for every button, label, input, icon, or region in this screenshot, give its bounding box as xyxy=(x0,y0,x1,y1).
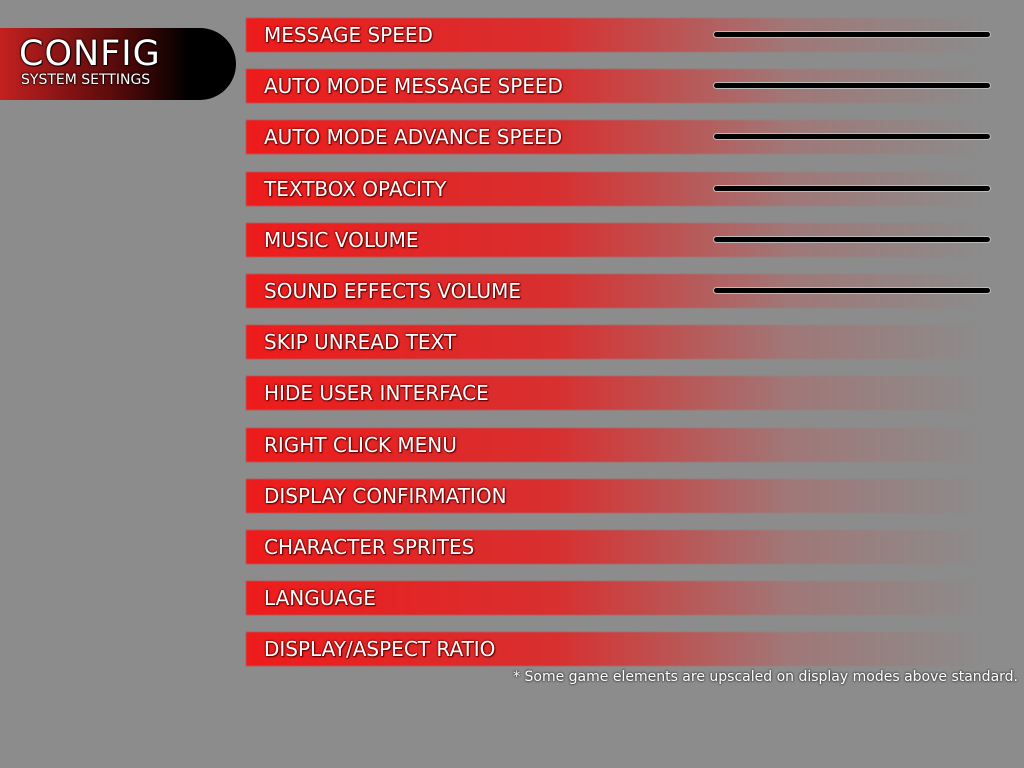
setting-label: CHARACTER SPRITES xyxy=(264,535,475,559)
setting-slider[interactable] xyxy=(713,184,991,192)
page-title: CONFIG xyxy=(19,34,161,74)
setting-row-display-aspect-ratio[interactable] xyxy=(246,632,1024,667)
setting-label: MUSIC VOLUME xyxy=(264,227,419,252)
page-subtitle: SYSTEM SETTINGS xyxy=(21,72,151,88)
setting-label: SKIP UNREAD TEXT xyxy=(264,330,457,355)
setting-label: RIGHT CLICK MENU xyxy=(264,432,457,457)
setting-slider[interactable] xyxy=(713,82,991,90)
setting-label: DISPLAY/ASPECT RATIO xyxy=(264,637,496,662)
config-header: CONFIG SYSTEM SETTINGS xyxy=(0,28,236,100)
setting-row-language[interactable] xyxy=(246,581,1024,616)
setting-row-display-confirmation[interactable] xyxy=(246,478,1024,513)
setting-label: TEXTBOX OPACITY xyxy=(264,176,447,201)
setting-row-character-sprites[interactable] xyxy=(246,530,1024,564)
setting-label: AUTO MODE ADVANCE SPEED xyxy=(264,125,563,150)
setting-label: HIDE USER INTERFACE xyxy=(264,381,489,406)
setting-row-right-click-menu[interactable] xyxy=(246,427,1024,462)
setting-row-hide-user-interface[interactable] xyxy=(246,376,1024,411)
setting-label: MESSAGE SPEED xyxy=(264,23,433,47)
setting-label: DISPLAY CONFIRMATION xyxy=(264,483,507,508)
setting-slider[interactable] xyxy=(713,133,991,141)
display-note: * Some game elements are upscaled on dis… xyxy=(513,669,1018,685)
setting-slider[interactable] xyxy=(713,287,991,294)
setting-label: SOUND EFFECTS VOLUME xyxy=(264,279,522,303)
setting-row-skip-unread-text[interactable] xyxy=(246,325,1024,360)
setting-slider[interactable] xyxy=(713,31,991,38)
setting-label: AUTO MODE MESSAGE SPEED xyxy=(264,74,563,99)
setting-label: LANGUAGE xyxy=(264,586,376,611)
setting-slider[interactable] xyxy=(713,235,991,243)
